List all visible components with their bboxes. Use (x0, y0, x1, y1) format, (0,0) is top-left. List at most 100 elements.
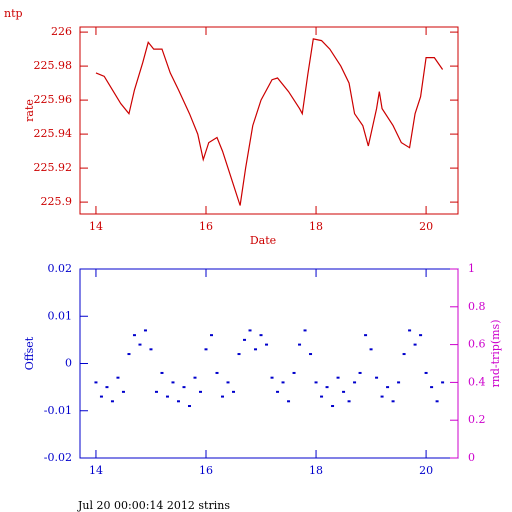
data-point (265, 343, 269, 346)
data-point (298, 343, 302, 346)
data-point (132, 334, 136, 337)
y2-tick-label: 0.4 (468, 375, 486, 388)
data-point (303, 329, 307, 332)
x-tick-label: 20 (419, 220, 433, 233)
data-point (435, 400, 439, 403)
x-tick-label: 16 (199, 464, 213, 477)
y-tick-label: -0.01 (44, 404, 72, 417)
y-axis-label: Offset (23, 336, 36, 370)
data-point (342, 390, 346, 393)
y-tick-label: 226 (51, 25, 72, 38)
y-tick-label: 0 (65, 357, 72, 370)
data-point (121, 390, 125, 393)
data-point (215, 371, 219, 374)
data-point (149, 348, 153, 351)
data-point (105, 386, 109, 389)
data-point (160, 371, 164, 374)
data-point (419, 334, 423, 337)
data-point (94, 381, 98, 384)
data-point (314, 381, 318, 384)
data-point (281, 381, 285, 384)
data-point (369, 348, 373, 351)
data-point (430, 386, 434, 389)
y-axis-label: rate (23, 99, 36, 122)
data-point (171, 381, 175, 384)
x-tick-label: 20 (419, 464, 433, 477)
data-point (276, 390, 280, 393)
data-point (127, 353, 131, 356)
data-point (386, 386, 390, 389)
x-tick-label: 18 (309, 464, 323, 477)
y-tick-label: 225.94 (34, 127, 73, 140)
data-point (116, 376, 120, 379)
y-tick-label: 0.01 (48, 309, 73, 322)
plot-frame (79, 268, 459, 459)
data-point (210, 334, 214, 337)
data-point (364, 334, 368, 337)
x-tick-label: 16 (199, 220, 213, 233)
data-point (221, 395, 225, 398)
x-tick-label: 14 (89, 464, 103, 477)
data-point (397, 381, 401, 384)
data-point (353, 381, 357, 384)
y2-axis-label: rnd-trip(ms) (489, 320, 502, 388)
data-point (292, 371, 296, 374)
data-point (232, 390, 236, 393)
data-point (187, 405, 191, 408)
data-point (413, 343, 417, 346)
data-point (408, 329, 412, 332)
y2-tick-label: 0.8 (468, 300, 486, 313)
y2-tick-label: 0 (468, 451, 475, 464)
data-point (391, 400, 395, 403)
data-point (138, 343, 142, 346)
data-point (99, 395, 103, 398)
data-point (204, 348, 208, 351)
plot-frame (79, 26, 459, 215)
x-axis-label: Date (250, 234, 276, 247)
data-point (237, 353, 241, 356)
y-tick-label: 0.02 (48, 262, 73, 275)
data-point (358, 371, 362, 374)
y-tick-label: 225.98 (34, 59, 73, 72)
data-point (336, 376, 340, 379)
y2-tick-label: 0.6 (468, 338, 486, 351)
y-tick-label: -0.02 (44, 451, 72, 464)
data-point (254, 348, 258, 351)
data-point (380, 395, 384, 398)
y-tick-label: 225.92 (34, 161, 73, 174)
data-point (424, 371, 428, 374)
data-point (325, 386, 329, 389)
data-point (402, 353, 406, 356)
y-tick-label: 225.96 (34, 93, 73, 106)
y2-tick-label: 0.2 (468, 413, 486, 426)
data-point (287, 400, 291, 403)
y2-tick-label: 1 (468, 262, 475, 275)
footer: Jul 20 00:00:14 2012 strins (77, 499, 230, 512)
data-point (270, 376, 274, 379)
data-point (143, 329, 147, 332)
data-point (198, 390, 202, 393)
data-point (309, 353, 313, 356)
data-point (243, 338, 247, 341)
data-line (95, 38, 444, 206)
x-tick-label: 18 (309, 220, 323, 233)
data-point (248, 329, 252, 332)
data-point (176, 400, 180, 403)
data-point (441, 381, 445, 384)
data-point (193, 376, 197, 379)
y-tick-label: 225.9 (41, 195, 73, 208)
data-point (375, 376, 379, 379)
data-point (154, 390, 158, 393)
data-point (320, 395, 324, 398)
data-point (259, 334, 263, 337)
data-point (110, 400, 114, 403)
data-point (165, 395, 169, 398)
x-tick-label: 14 (89, 220, 103, 233)
data-point (182, 386, 186, 389)
data-point (331, 405, 335, 408)
data-point (226, 381, 230, 384)
data-point (347, 400, 351, 403)
chart-title: ntp (4, 7, 23, 20)
